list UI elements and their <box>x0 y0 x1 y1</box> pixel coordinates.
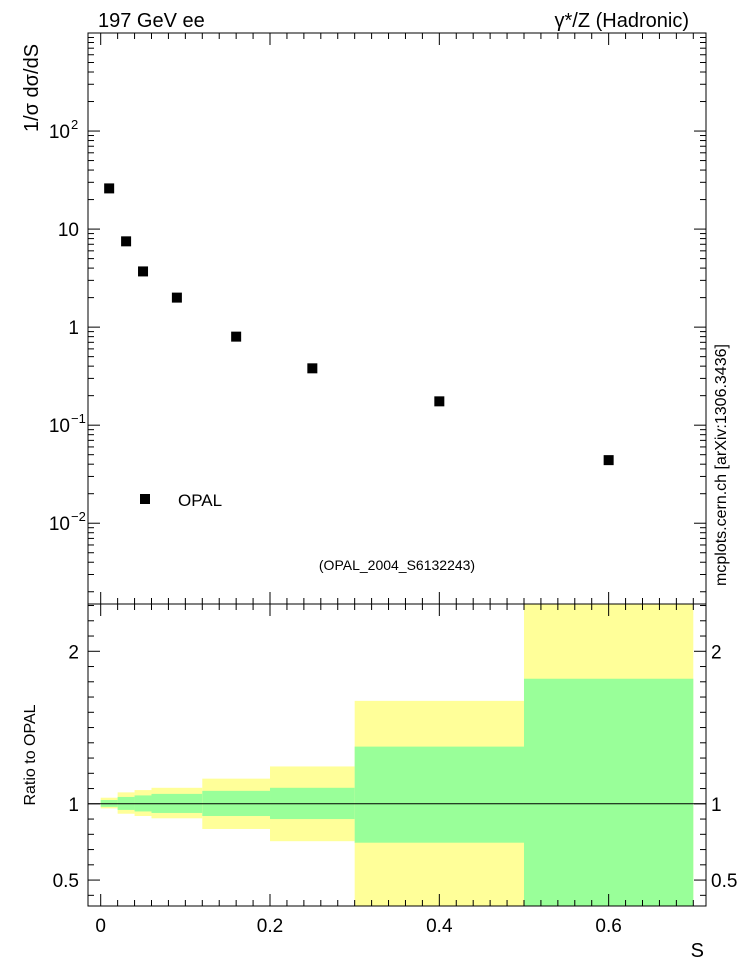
data-point <box>434 396 445 407</box>
lower-ytick-label-right: 0.5 <box>711 871 737 892</box>
data-point <box>171 292 182 303</box>
lower-ytick-labels-right: 0.5 1 2 <box>711 642 737 892</box>
upper-ytick-base: 10 <box>49 122 70 143</box>
lower-frame <box>87 603 707 907</box>
data-point <box>104 183 115 194</box>
data-point <box>138 266 149 277</box>
lower-ytick-label-right: 1 <box>711 795 722 816</box>
header-right-title: γ*/Z (Hadronic) <box>555 10 689 32</box>
upper-ytick-label: 10 −1 <box>49 411 86 437</box>
watermark: mcplots.cern.ch [arXiv:1306.3436] <box>713 344 730 586</box>
upper-ytick-base: 10 <box>49 416 70 437</box>
header-left-title: 197 GeV ee <box>98 10 205 32</box>
lower-ticks <box>88 604 706 906</box>
lower-ytick-label: 2 <box>68 642 79 663</box>
data-point <box>307 363 318 374</box>
upper-y-axis-label: 1/σ dσ/dS <box>21 44 43 132</box>
upper-ytick-label: 10 <box>58 220 79 241</box>
lower-ytick-label: 0.5 <box>53 871 79 892</box>
upper-ytick-label: 1 <box>68 318 79 339</box>
upper-ytick-base: 1 <box>68 318 79 339</box>
lower-xtick-labels: 0 0.2 0.4 0.6 <box>95 916 621 937</box>
ratio-bands <box>100 604 694 906</box>
upper-ytick-exp: 2 <box>71 117 78 132</box>
lower-ytick-label: 1 <box>68 795 79 816</box>
data-point <box>603 455 614 466</box>
legend-label: OPAL <box>178 491 222 510</box>
data-point <box>231 331 242 342</box>
upper-ytick-label: 10 −2 <box>49 509 86 535</box>
upper-ytick-exp: −2 <box>71 509 86 524</box>
upper-ytick-base: 10 <box>58 220 79 241</box>
lower-xtick-label: 0.6 <box>595 916 621 937</box>
green-band <box>354 746 524 843</box>
upper-ytick-base: 10 <box>49 514 70 535</box>
lower-y-axis-label: Ratio to OPAL <box>22 704 39 805</box>
analysis-label: (OPAL_2004_S6132243) <box>319 557 475 573</box>
lower-xtick-label: 0.2 <box>257 916 283 937</box>
upper-data-points <box>104 183 614 466</box>
lower-ytick-labels-left: 0.5 1 2 <box>53 642 79 892</box>
x-axis-label: S <box>691 940 704 962</box>
lower-panel: 0.5 1 2 0.5 1 2 0 0.2 0.4 0.6 <box>53 603 737 937</box>
upper-frame <box>87 32 707 605</box>
upper-ytick-exp: −1 <box>71 411 86 426</box>
lower-xtick-label: 0.4 <box>426 916 453 937</box>
lower-xtick-label: 0 <box>95 916 106 937</box>
green-band <box>523 678 694 906</box>
data-point <box>121 236 132 247</box>
upper-ticks <box>88 33 706 604</box>
lower-ytick-label-right: 2 <box>711 642 722 663</box>
legend-marker <box>140 494 150 504</box>
upper-ytick-label: 10 2 <box>49 117 78 143</box>
